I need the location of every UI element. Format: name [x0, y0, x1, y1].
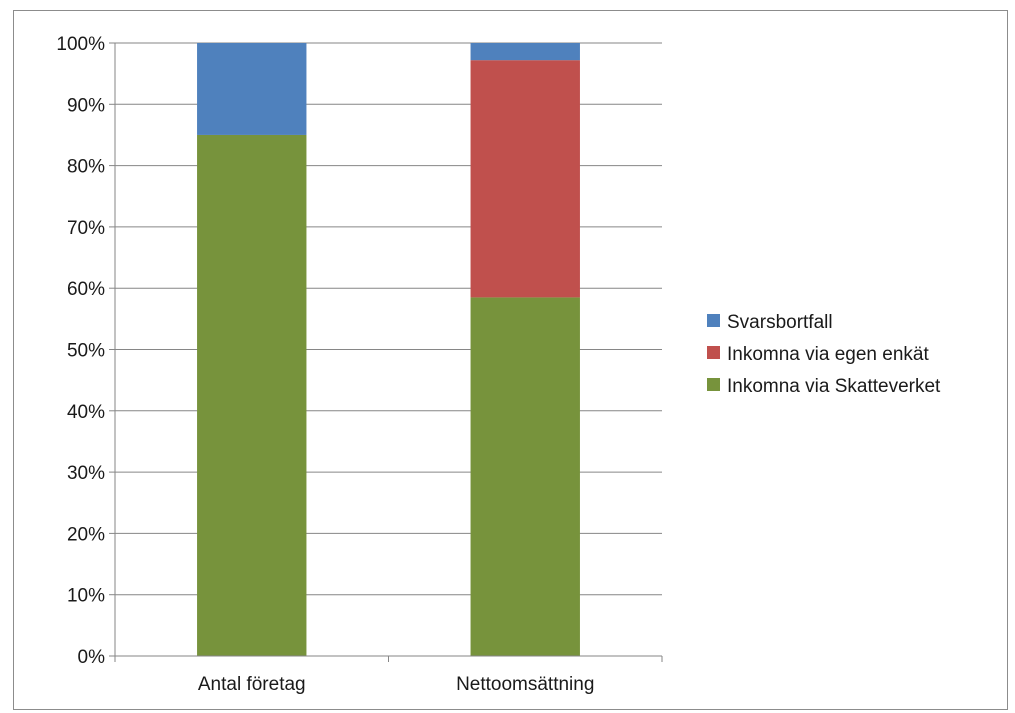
bars	[197, 43, 580, 656]
y-tick-label: 30%	[67, 463, 105, 484]
legend-label: Svarsbortfall	[727, 312, 833, 333]
legend-label: Inkomna via egen enkät	[727, 344, 929, 365]
x-tick-label: Nettoomsättning	[456, 674, 594, 695]
y-tick-label: 90%	[67, 95, 105, 116]
legend-swatch	[707, 314, 720, 327]
y-tick-label: 70%	[67, 218, 105, 239]
bar-inkomna-via-egen-enk-t-1	[470, 60, 580, 298]
y-tick-label: 50%	[67, 341, 105, 362]
legend-label: Inkomna via Skatteverket	[727, 376, 941, 397]
y-tick-label: 100%	[56, 34, 105, 55]
y-tick-label: 40%	[67, 402, 105, 423]
y-tick-labels: 0% 10% 20% 30% 40% 50% 60% 70% 80% 90% 100%	[56, 34, 105, 668]
x-tick-label: Antal företag	[198, 674, 306, 695]
x-tick-labels: Antal företag Nettoomsättning	[198, 674, 595, 695]
axes	[109, 42, 663, 662]
bar-svarsbortfall-0	[197, 43, 307, 135]
y-tick-label: 60%	[67, 279, 105, 300]
y-tick-label: 80%	[67, 157, 105, 178]
legend-swatch	[707, 346, 720, 359]
legend: Svarsbortfall Inkomna via egen enkät Inkom…	[707, 312, 941, 397]
bar-inkomna-via-skatteverket-1	[470, 297, 580, 656]
bar-svarsbortfall-1	[470, 43, 580, 61]
legend-swatch	[707, 378, 720, 391]
y-tick-label: 10%	[67, 586, 105, 607]
bar-inkomna-via-skatteverket-0	[197, 134, 307, 656]
y-tick-label: 20%	[67, 524, 105, 545]
y-tick-label: 0%	[78, 647, 106, 668]
